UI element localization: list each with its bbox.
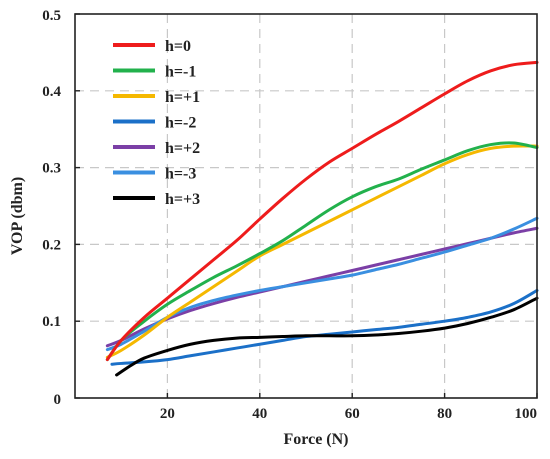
x-axis-title: Force (N) <box>284 431 349 448</box>
series-line-h-3 <box>115 296 539 377</box>
legend-label: h=0 <box>165 38 191 55</box>
legend: h=0 h=-1 h=+1 h=-2 h=+2 h=-3 h=+3 <box>113 38 200 208</box>
y-axis-title: VOP (dbm) <box>9 177 26 255</box>
series-lines <box>105 60 539 377</box>
legend-label: h=+3 <box>165 191 200 208</box>
y-tick-label: 0.2 <box>42 237 61 253</box>
y-tick-label: 0 <box>54 392 62 408</box>
plot-frame <box>74 13 538 399</box>
x-tick-label: 20 <box>160 406 175 422</box>
y-tick-label: 0.1 <box>42 314 61 330</box>
y-tick-label: 0.3 <box>42 161 61 177</box>
series-line-h-2 <box>110 288 539 366</box>
y-tick-label: 0.4 <box>42 84 61 100</box>
x-tick-label: 60 <box>345 406 360 422</box>
legend-label: h=-1 <box>165 64 196 81</box>
x-tick-label: 100 <box>515 406 538 422</box>
legend-label: h=-2 <box>165 115 196 132</box>
y-tick-label: 0.5 <box>42 8 61 24</box>
series-line-h-1 <box>105 144 539 359</box>
legend-label: h=-3 <box>165 166 196 183</box>
series-line-h-2 <box>105 226 539 348</box>
series-line-h-3 <box>105 216 539 352</box>
legend-label: h=+1 <box>165 89 200 106</box>
legend-label: h=+2 <box>165 140 200 157</box>
x-tick-label: 40 <box>252 406 267 422</box>
axis-ticks: 20 40 60 80 100 0 0.1 0.2 0.3 0.4 0.5 <box>42 8 538 422</box>
series-line-h-0 <box>105 60 539 362</box>
x-tick-label: 80 <box>437 406 452 422</box>
grid-lines <box>75 14 537 398</box>
series-line-h-1 <box>105 141 539 362</box>
